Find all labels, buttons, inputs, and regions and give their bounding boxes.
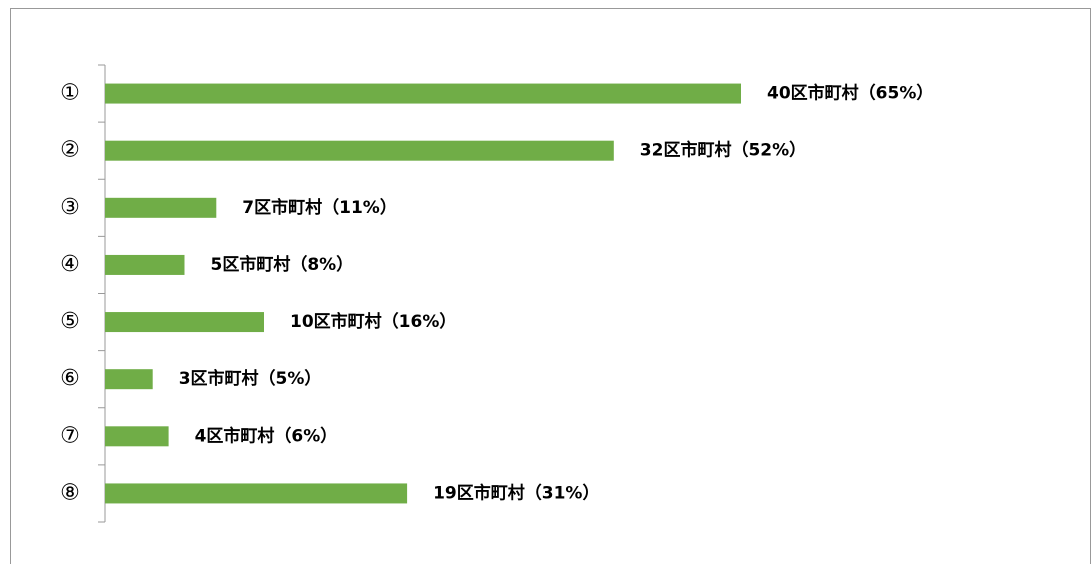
y-tick-label: ④ bbox=[60, 252, 80, 277]
bar bbox=[105, 197, 217, 218]
chart-frame bbox=[10, 8, 1091, 564]
y-tick-label: ② bbox=[60, 138, 80, 163]
data-label: 4区市町村（6%） bbox=[195, 425, 338, 446]
bar bbox=[105, 426, 169, 447]
bar bbox=[105, 369, 153, 390]
bar bbox=[105, 312, 264, 333]
y-tick-label: ⑤ bbox=[60, 309, 80, 334]
data-label: 40区市町村（65%） bbox=[767, 83, 933, 104]
bar bbox=[105, 83, 741, 104]
y-tick-label: ⑥ bbox=[60, 366, 80, 391]
data-label: 5区市町村（8%） bbox=[211, 254, 354, 275]
data-label: 32区市町村（52%） bbox=[640, 140, 806, 161]
bar bbox=[105, 254, 185, 275]
y-tick-label: ① bbox=[60, 81, 80, 106]
y-tick-label: ③ bbox=[60, 195, 80, 220]
data-label: 3区市町村（5%） bbox=[179, 368, 322, 389]
data-label: 10区市町村（16%） bbox=[290, 311, 456, 332]
bar bbox=[105, 140, 614, 161]
bar bbox=[105, 483, 408, 504]
data-label: 19区市町村（31%） bbox=[433, 482, 599, 503]
y-tick-label: ⑦ bbox=[60, 423, 80, 448]
y-tick-label: ⑧ bbox=[60, 480, 80, 505]
data-label: 7区市町村（11%） bbox=[242, 197, 397, 218]
